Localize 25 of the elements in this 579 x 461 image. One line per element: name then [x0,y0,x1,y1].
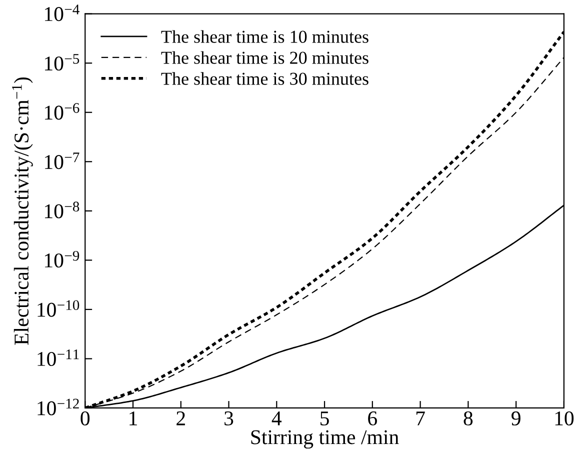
x-axis-title: Stirring time /min [251,430,399,449]
x-tick-label: 7 [416,412,425,426]
x-tick-label: 3 [224,411,234,426]
x-tick-label: 5 [320,412,329,426]
x-tick-label: 1 [130,411,137,426]
y-axis-title: Electrical conductivity/(S·cm$^{−1}$) [12,77,33,345]
y-tick-label: 10$^{−10}$ [38,300,80,317]
y-tick-label: 10$^{−5}$ [45,54,80,71]
y-tick-label: 10$^{−6}$ [45,103,80,120]
legend-label: The shear time is 10 minutes [161,30,368,43]
x-tick-label: 0 [80,411,90,426]
x-tick-label: 9 [512,411,520,426]
x-tick-label: 8 [464,411,473,426]
x-tick-label: 10 [555,411,574,426]
y-tick-label: 10$^{−11}$ [38,349,79,366]
y-tick-label: 10$^{−4}$ [45,4,80,22]
x-tick-label: 4 [272,412,282,426]
y-tick-label: 10$^{−12}$ [38,398,79,416]
legend-label: The shear time is 30 minutes [161,72,368,85]
legend-label: The shear time is 20 minutes [161,51,368,64]
x-tick-label: 6 [368,411,377,426]
y-tick-label: 10$^{−9}$ [45,250,80,268]
y-tick-label: 10$^{−7}$ [45,152,80,170]
x-tick-label: 2 [176,411,185,426]
y-tick-label: 10$^{−8}$ [45,202,80,218]
